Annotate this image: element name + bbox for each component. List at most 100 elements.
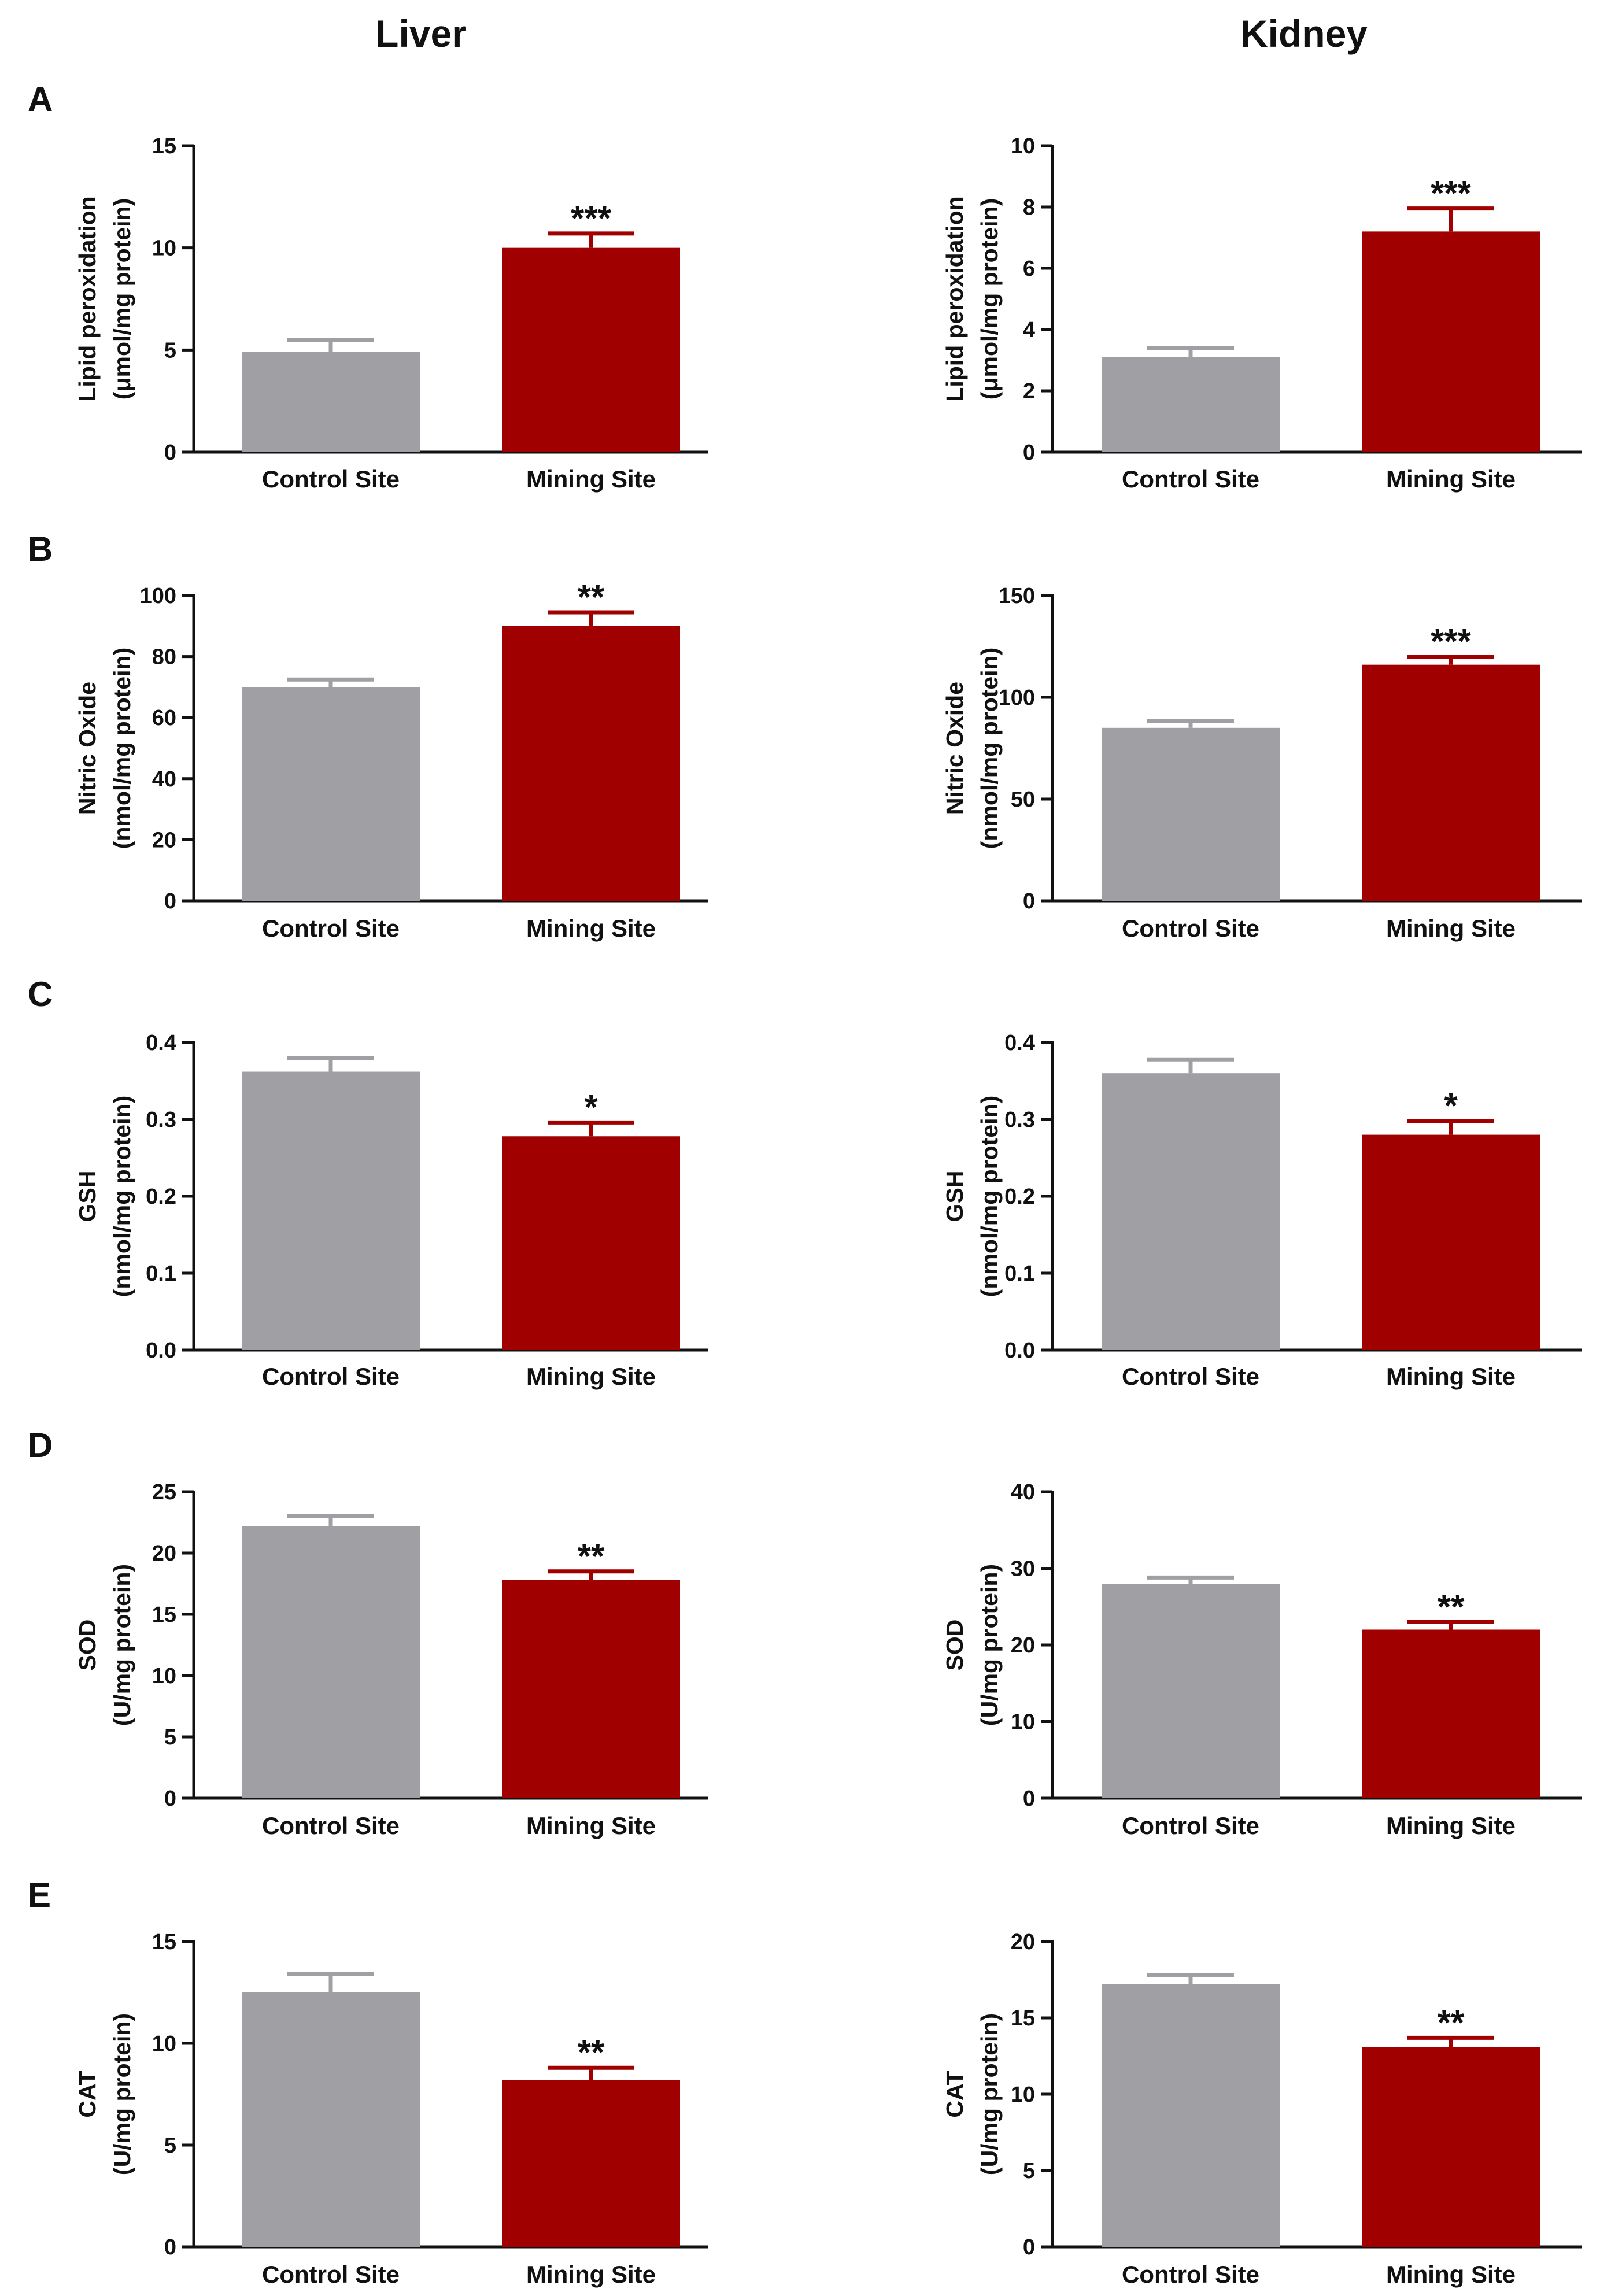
significance-marker: ** <box>1438 1587 1465 1626</box>
y-tick-label: 10 <box>152 2032 176 2056</box>
y-axis-label: Lipid peroxidation <box>941 196 968 401</box>
y-axis-unit-label: (nmol/mg protein) <box>109 648 135 849</box>
column-title-liver: Liver <box>375 12 467 55</box>
y-tick-label: 100 <box>140 584 176 608</box>
chart-panel-3: B Nitric Oxide (nmol/mg protein) 0 20 40 60 80 1… <box>28 530 708 942</box>
y-tick-label: 20 <box>1011 1633 1035 1658</box>
y-tick-label: 15 <box>152 1603 176 1627</box>
x-category-label: Mining Site <box>1386 1363 1516 1390</box>
y-axis-label: GSH <box>941 1171 968 1222</box>
y-tick-label: 60 <box>152 706 176 730</box>
bar-mining-site <box>502 1136 680 1350</box>
y-tick-label: 15 <box>152 134 176 158</box>
x-category-label: Mining Site <box>1386 465 1516 493</box>
y-axis-label: CAT <box>74 2071 101 2117</box>
y-tick-label: 0.2 <box>146 1185 176 1209</box>
y-tick-label: 150 <box>999 584 1035 608</box>
y-axis-label: SOD <box>74 1620 101 1671</box>
chart-panel-8: SOD (U/mg protein) 0 10 20 30 40 Control Site **… <box>941 1480 1582 1839</box>
bar-control-site <box>1102 1584 1280 1798</box>
x-category-label: Mining Site <box>526 1812 656 1839</box>
x-category-label: Mining Site <box>1386 2261 1516 2288</box>
x-category-label: Mining Site <box>526 1363 656 1390</box>
significance-marker: ** <box>578 2033 605 2072</box>
bar-mining-site <box>502 1580 680 1798</box>
y-tick-label: 20 <box>1011 1930 1035 1954</box>
y-axis-unit-label: (U/mg protein) <box>976 1564 1003 1726</box>
y-axis-unit-label: (μmol/mg protein) <box>976 198 1003 400</box>
y-tick-label: 10 <box>152 236 176 261</box>
y-tick-label: 0 <box>1023 2235 1035 2260</box>
y-tick-label: 0.4 <box>1004 1031 1035 1055</box>
chart-panel-1: A Lipid peroxidation (μmol/mg protein) 0 5 10… <box>28 80 708 493</box>
panel-label: B <box>28 530 53 568</box>
x-category-label: Mining Site <box>1386 1812 1516 1839</box>
bar-control-site <box>1102 1073 1280 1350</box>
y-tick-label: 10 <box>1011 2083 1035 2107</box>
x-category-label: Mining Site <box>526 465 656 493</box>
y-tick-label: 0 <box>164 441 176 465</box>
y-tick-label: 0 <box>164 2235 176 2260</box>
bar-mining-site <box>502 2080 680 2247</box>
chart-panel-4: Nitric Oxide (nmol/mg protein) 0 50 100 150 Co… <box>941 584 1582 942</box>
y-tick-label: 50 <box>1011 787 1035 812</box>
y-tick-label: 0.0 <box>146 1339 176 1363</box>
x-category-label: Control Site <box>262 915 400 942</box>
x-category-label: Control Site <box>1122 465 1259 493</box>
significance-marker: * <box>584 1088 598 1126</box>
significance-marker: ** <box>1438 2003 1465 2042</box>
chart-panel-2: Lipid peroxidation (μmol/mg protein) 0 2 4 6 8… <box>941 134 1582 493</box>
x-category-label: Control Site <box>1122 1812 1259 1839</box>
y-tick-label: 100 <box>999 686 1035 710</box>
x-category-label: Mining Site <box>526 915 656 942</box>
x-category-label: Control Site <box>262 2261 400 2288</box>
y-axis-label: CAT <box>941 2071 968 2117</box>
y-tick-label: 15 <box>152 1930 176 1954</box>
y-tick-label: 40 <box>152 767 176 792</box>
bar-mining-site <box>1362 664 1540 901</box>
bar-mining-site <box>1362 231 1540 452</box>
y-tick-label: 10 <box>1011 1710 1035 1735</box>
significance-marker: *** <box>1431 622 1472 661</box>
y-axis-unit-label: (nmol/mg protein) <box>976 648 1003 849</box>
bar-mining-site <box>1362 1134 1540 1350</box>
y-axis-unit-label: (U/mg protein) <box>976 2013 1003 2175</box>
y-axis-label: Lipid peroxidation <box>74 196 101 401</box>
significance-marker: ** <box>578 1537 605 1576</box>
bar-control-site <box>242 1526 420 1798</box>
y-tick-label: 0 <box>1023 441 1035 465</box>
y-tick-label: 0.1 <box>146 1262 176 1286</box>
bar-mining-site <box>502 626 680 901</box>
y-tick-label: 15 <box>1011 2006 1035 2031</box>
column-title-kidney: Kidney <box>1240 12 1368 55</box>
y-axis-unit-label: (U/mg protein) <box>109 1564 135 1726</box>
y-tick-label: 0 <box>164 1787 176 1811</box>
panel-label: C <box>28 975 53 1014</box>
significance-marker: ** <box>578 578 605 616</box>
y-tick-label: 6 <box>1023 257 1035 281</box>
x-category-label: Control Site <box>262 1812 400 1839</box>
x-category-label: Control Site <box>1122 915 1259 942</box>
bar-mining-site <box>1362 1629 1540 1798</box>
x-category-label: Control Site <box>262 465 400 493</box>
bar-control-site <box>1102 727 1280 901</box>
y-axis-unit-label: (nmol/mg protein) <box>976 1096 1003 1297</box>
y-tick-label: 30 <box>1011 1557 1035 1581</box>
chart-panel-5: C GSH (nmol/mg protein) 0.0 0.1 0.2 0.3 0.4 Cont… <box>28 975 708 1390</box>
y-tick-label: 5 <box>164 2134 176 2158</box>
significance-marker: * <box>1444 1086 1458 1125</box>
x-category-label: Mining Site <box>1386 915 1516 942</box>
y-tick-label: 0 <box>164 889 176 914</box>
y-axis-label: Nitric Oxide <box>74 682 101 815</box>
y-axis-unit-label: (nmol/mg protein) <box>109 1096 135 1297</box>
chart-panel-6: GSH (nmol/mg protein) 0.0 0.1 0.2 0.3 0.4 Contr… <box>941 1031 1582 1390</box>
y-axis-label: GSH <box>74 1171 101 1222</box>
y-tick-label: 5 <box>164 1725 176 1750</box>
chart-panel-7: D SOD (U/mg protein) 0 5 10 15 20 25 Control Site… <box>28 1426 708 1839</box>
y-tick-label: 0.0 <box>1004 1339 1035 1363</box>
y-axis-unit-label: (μmol/mg protein) <box>109 198 135 400</box>
chart-panel-10: CAT (U/mg protein) 0 5 10 15 20 Control Site ** M… <box>941 1930 1582 2288</box>
panel-label: D <box>28 1426 53 1465</box>
bar-control-site <box>1102 357 1280 452</box>
y-tick-label: 5 <box>164 338 176 363</box>
